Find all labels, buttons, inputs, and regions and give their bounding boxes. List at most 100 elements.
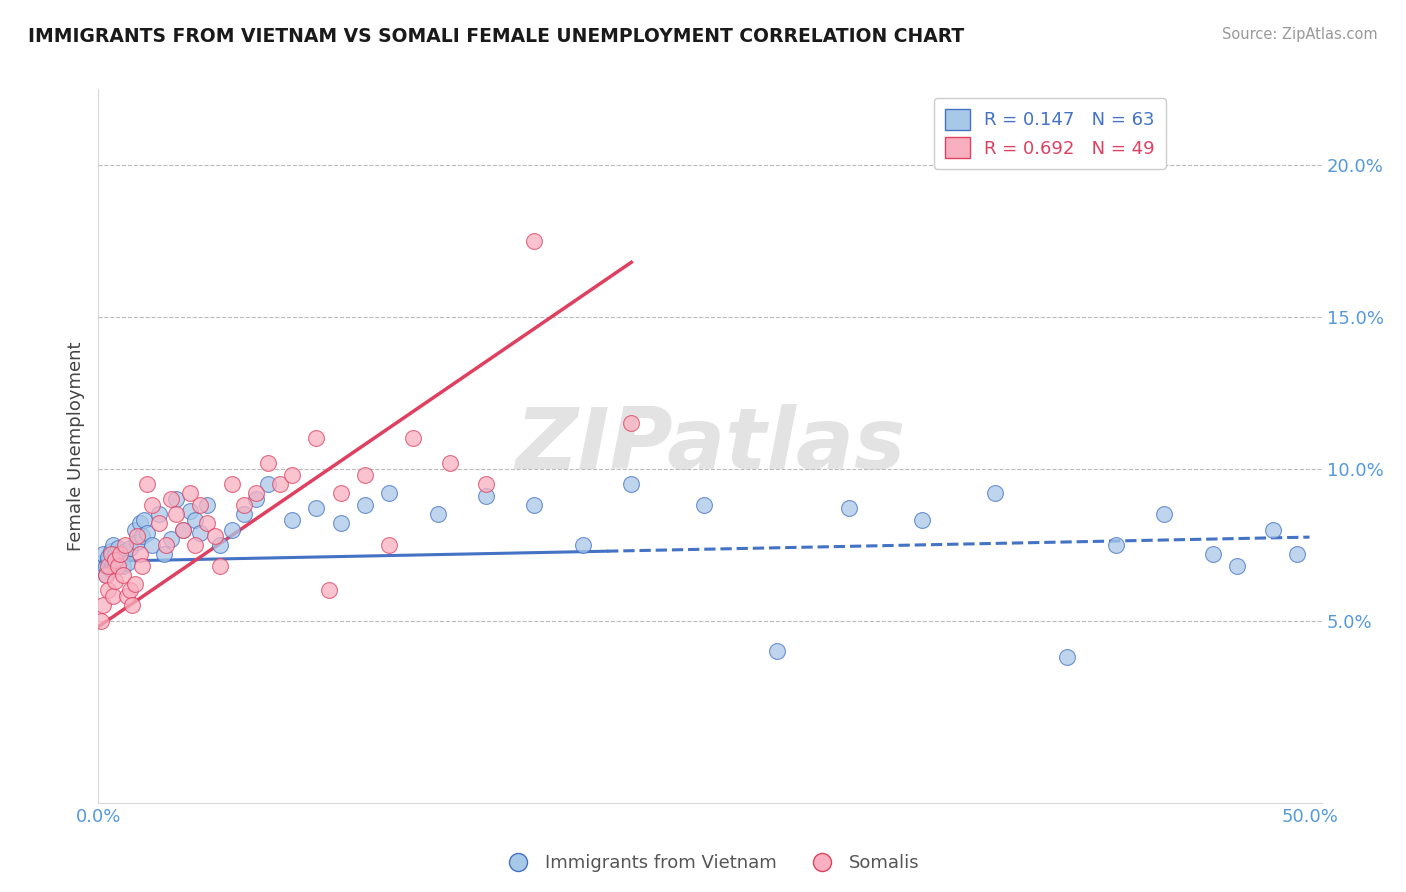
Point (281, 467, 304, 482)
Point (135, 477, 157, 491)
Point (127, 528, 149, 542)
Point (378, 486, 401, 500)
Text: ZIPatlas: ZIPatlas (515, 404, 905, 488)
Point (104, 547, 127, 561)
Point (281, 513, 304, 527)
Point (148, 508, 170, 522)
Point (101, 590, 124, 604)
Point (110, 547, 132, 561)
Point (172, 523, 194, 537)
Point (197, 516, 219, 531)
Point (1226, 558, 1249, 573)
Point (165, 492, 187, 507)
Point (97, 553, 120, 567)
Point (94, 568, 117, 582)
Point (128, 516, 150, 531)
Point (232, 498, 254, 512)
Point (135, 525, 157, 540)
Point (184, 538, 207, 552)
Point (305, 501, 328, 516)
Point (107, 549, 129, 564)
Point (104, 553, 127, 567)
Point (354, 467, 377, 482)
Point (124, 523, 146, 537)
Point (117, 556, 139, 570)
Point (1263, 523, 1285, 537)
Point (354, 498, 377, 512)
Point (100, 543, 122, 558)
Point (131, 528, 153, 542)
Point (155, 538, 177, 552)
Point (426, 508, 449, 522)
Point (1153, 508, 1175, 522)
Point (693, 498, 716, 512)
Point (245, 492, 267, 507)
Point (111, 547, 134, 561)
Point (100, 562, 122, 576)
Point (114, 543, 136, 558)
Point (257, 456, 280, 470)
Point (101, 538, 124, 552)
Point (620, 416, 643, 430)
Point (124, 577, 146, 591)
Point (127, 534, 149, 549)
Point (1056, 650, 1078, 665)
Point (100, 547, 122, 561)
Point (208, 558, 231, 573)
Point (572, 538, 595, 552)
Point (188, 525, 211, 540)
Point (110, 553, 132, 567)
Point (1105, 538, 1128, 552)
Y-axis label: Female Unemployment: Female Unemployment (66, 342, 84, 550)
Point (523, 234, 546, 248)
Point (148, 516, 170, 531)
Point (94, 558, 117, 573)
Point (90, 556, 112, 570)
Point (179, 486, 201, 500)
Point (141, 538, 163, 552)
Point (378, 538, 401, 552)
Point (305, 431, 328, 445)
Point (131, 558, 153, 573)
Point (111, 568, 134, 582)
Point (232, 508, 254, 522)
Point (221, 523, 243, 537)
Point (172, 523, 194, 537)
Point (165, 508, 187, 522)
Point (160, 492, 183, 507)
Point (128, 547, 150, 561)
Text: Source: ZipAtlas.com: Source: ZipAtlas.com (1222, 27, 1378, 42)
Point (104, 574, 127, 588)
Point (983, 486, 1005, 500)
Point (439, 456, 461, 470)
Point (911, 513, 934, 527)
Point (97, 558, 120, 573)
Point (184, 513, 207, 527)
Point (221, 477, 243, 491)
Point (204, 528, 226, 542)
Point (91, 547, 114, 561)
Point (94, 568, 117, 582)
Point (620, 477, 643, 491)
Point (111, 558, 134, 573)
Point (523, 498, 546, 512)
Point (475, 477, 498, 491)
Point (90, 614, 112, 628)
Point (838, 501, 860, 516)
Point (141, 498, 163, 512)
Point (160, 532, 183, 546)
Point (329, 486, 352, 500)
Point (107, 558, 129, 573)
Point (188, 498, 211, 512)
Point (117, 590, 139, 604)
Point (97, 549, 120, 564)
Point (121, 599, 143, 613)
Point (402, 431, 425, 445)
Point (179, 504, 201, 518)
Point (118, 583, 141, 598)
Point (104, 558, 127, 573)
Legend: Immigrants from Vietnam, Somalis: Immigrants from Vietnam, Somalis (494, 847, 927, 880)
Point (97, 583, 120, 598)
Point (269, 477, 291, 491)
Point (475, 489, 498, 503)
